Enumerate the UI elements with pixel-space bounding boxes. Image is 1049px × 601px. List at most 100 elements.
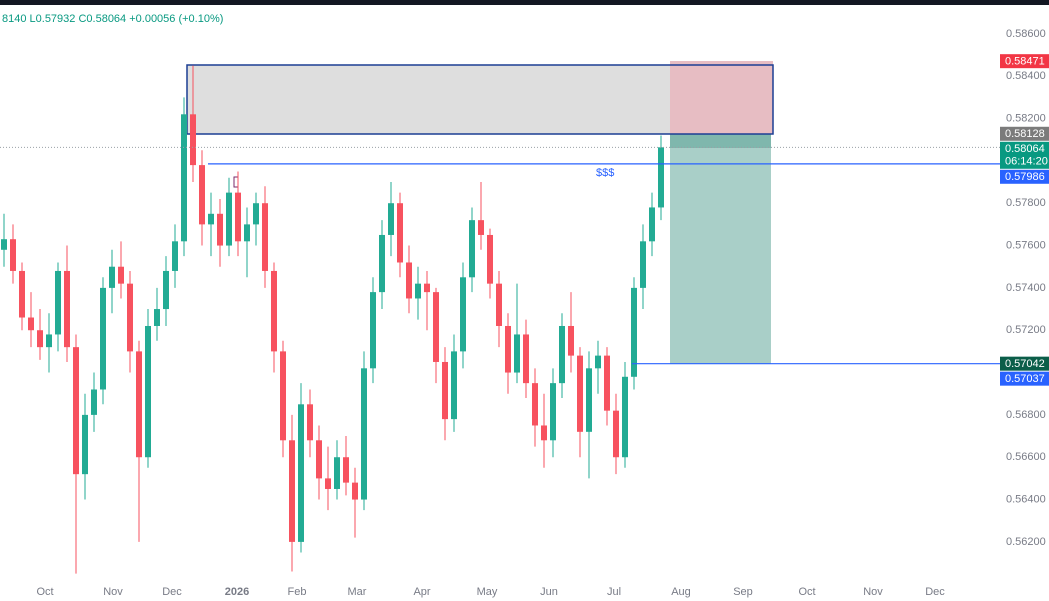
- candle-body: [568, 325, 574, 356]
- candle-body: [316, 440, 322, 479]
- candle-body: [154, 309, 160, 326]
- candle-body: [64, 270, 70, 348]
- price-tag-label: 0.57037: [1005, 373, 1045, 385]
- candle-body: [181, 114, 187, 242]
- supply-zone: [187, 65, 670, 134]
- candle-body: [415, 283, 421, 299]
- stop-zone: [670, 61, 773, 134]
- candle-body: [469, 220, 475, 278]
- candle-body: [55, 270, 61, 335]
- y-tick-label: 0.56200: [1006, 536, 1046, 548]
- candle-body: [127, 283, 133, 352]
- x-tick-label: Jun: [540, 586, 558, 598]
- candle-body: [523, 334, 529, 384]
- candle-body: [280, 351, 286, 441]
- candle-body: [19, 270, 25, 318]
- candle-body: [577, 355, 583, 432]
- top-bar: [0, 0, 1049, 5]
- y-tick-label: 0.57800: [1006, 197, 1046, 209]
- candle-body: [604, 355, 610, 411]
- candle-body: [613, 410, 619, 458]
- candle-body: [478, 220, 484, 235]
- candle-body: [487, 234, 493, 284]
- candle-body: [82, 414, 88, 475]
- candle-body: [253, 203, 259, 225]
- candle-body: [514, 334, 520, 373]
- candle-body: [397, 203, 403, 263]
- price-tag-label: 0.58064: [1005, 143, 1045, 155]
- candle-body: [388, 203, 394, 235]
- candle-body: [334, 457, 340, 489]
- candle-body: [541, 425, 547, 441]
- candle-body: [406, 262, 412, 299]
- candle-body: [649, 207, 655, 242]
- open-profit-zone: [670, 134, 771, 148]
- candle-body: [163, 270, 169, 310]
- candle-body: [226, 192, 232, 246]
- candle-body: [325, 478, 331, 489]
- x-tick-label: Oct: [798, 586, 815, 598]
- candle-body: [10, 239, 16, 271]
- price-tag: [1000, 54, 1049, 69]
- candle-body: [100, 287, 106, 390]
- candle-body: [622, 376, 628, 458]
- countdown-label: 06:14:20: [1005, 156, 1048, 168]
- candle-body: [73, 347, 79, 475]
- target-zone: [670, 134, 771, 364]
- candle-body: [361, 368, 367, 500]
- candle-body: [658, 147, 664, 208]
- price-tag: [1000, 371, 1049, 386]
- candle-body: [352, 482, 358, 500]
- candle-body: [244, 224, 250, 242]
- x-tick-label: May: [477, 586, 498, 598]
- candle-body: [595, 355, 601, 369]
- x-tick-label: Oct: [36, 586, 53, 598]
- zone-outline: [186, 64, 774, 135]
- candle-body: [271, 270, 277, 352]
- candle-body: [505, 325, 511, 373]
- candle-body: [298, 404, 304, 542]
- y-tick-label: 0.57600: [1006, 239, 1046, 251]
- x-tick-label: Mar: [348, 586, 367, 598]
- candle-body: [532, 383, 538, 426]
- candle-body: [424, 283, 430, 293]
- candle-body: [37, 330, 43, 348]
- candle-body: [442, 361, 448, 420]
- candle-body: [640, 241, 646, 288]
- y-tick-label: 0.58400: [1006, 70, 1046, 82]
- candle-body: [631, 287, 637, 377]
- price-tag-label: 0.58128: [1005, 128, 1045, 140]
- y-tick-label: 0.57400: [1006, 282, 1046, 294]
- y-tick-label: 0.58200: [1006, 112, 1046, 124]
- x-tick-label: Apr: [413, 586, 430, 598]
- x-tick-label: Dec: [925, 586, 945, 598]
- candle-body: [91, 389, 97, 415]
- ohlc-header: 8140 L0.57932 C0.58064 +0.00056 (+0.10%): [2, 13, 223, 25]
- candle-body: [379, 234, 385, 293]
- x-tick-label: Aug: [671, 586, 691, 598]
- candle-body: [172, 241, 178, 271]
- y-tick-label: 0.56600: [1006, 451, 1046, 463]
- candle-body: [343, 457, 349, 483]
- candle-body: [433, 292, 439, 362]
- x-tick-label: Dec: [162, 586, 182, 598]
- candle-body: [208, 213, 214, 225]
- x-tick-label: Jul: [607, 586, 621, 598]
- candle-body: [496, 283, 502, 326]
- candle-body: [199, 165, 205, 225]
- candle-body: [586, 368, 592, 432]
- candle-body: [118, 266, 124, 284]
- price-tag-label: 0.58471: [1005, 56, 1045, 68]
- candle-body: [262, 203, 268, 271]
- candle-body: [46, 334, 52, 348]
- candle-body: [1, 239, 7, 250]
- price-tag: [1000, 126, 1049, 141]
- x-tick-label: Nov: [103, 586, 123, 598]
- candle-body: [451, 351, 457, 420]
- y-tick-label: 0.56400: [1006, 493, 1046, 505]
- candle-body: [217, 213, 223, 246]
- price-tag-label: 0.57986: [1005, 171, 1045, 183]
- price-tag: [1000, 169, 1049, 184]
